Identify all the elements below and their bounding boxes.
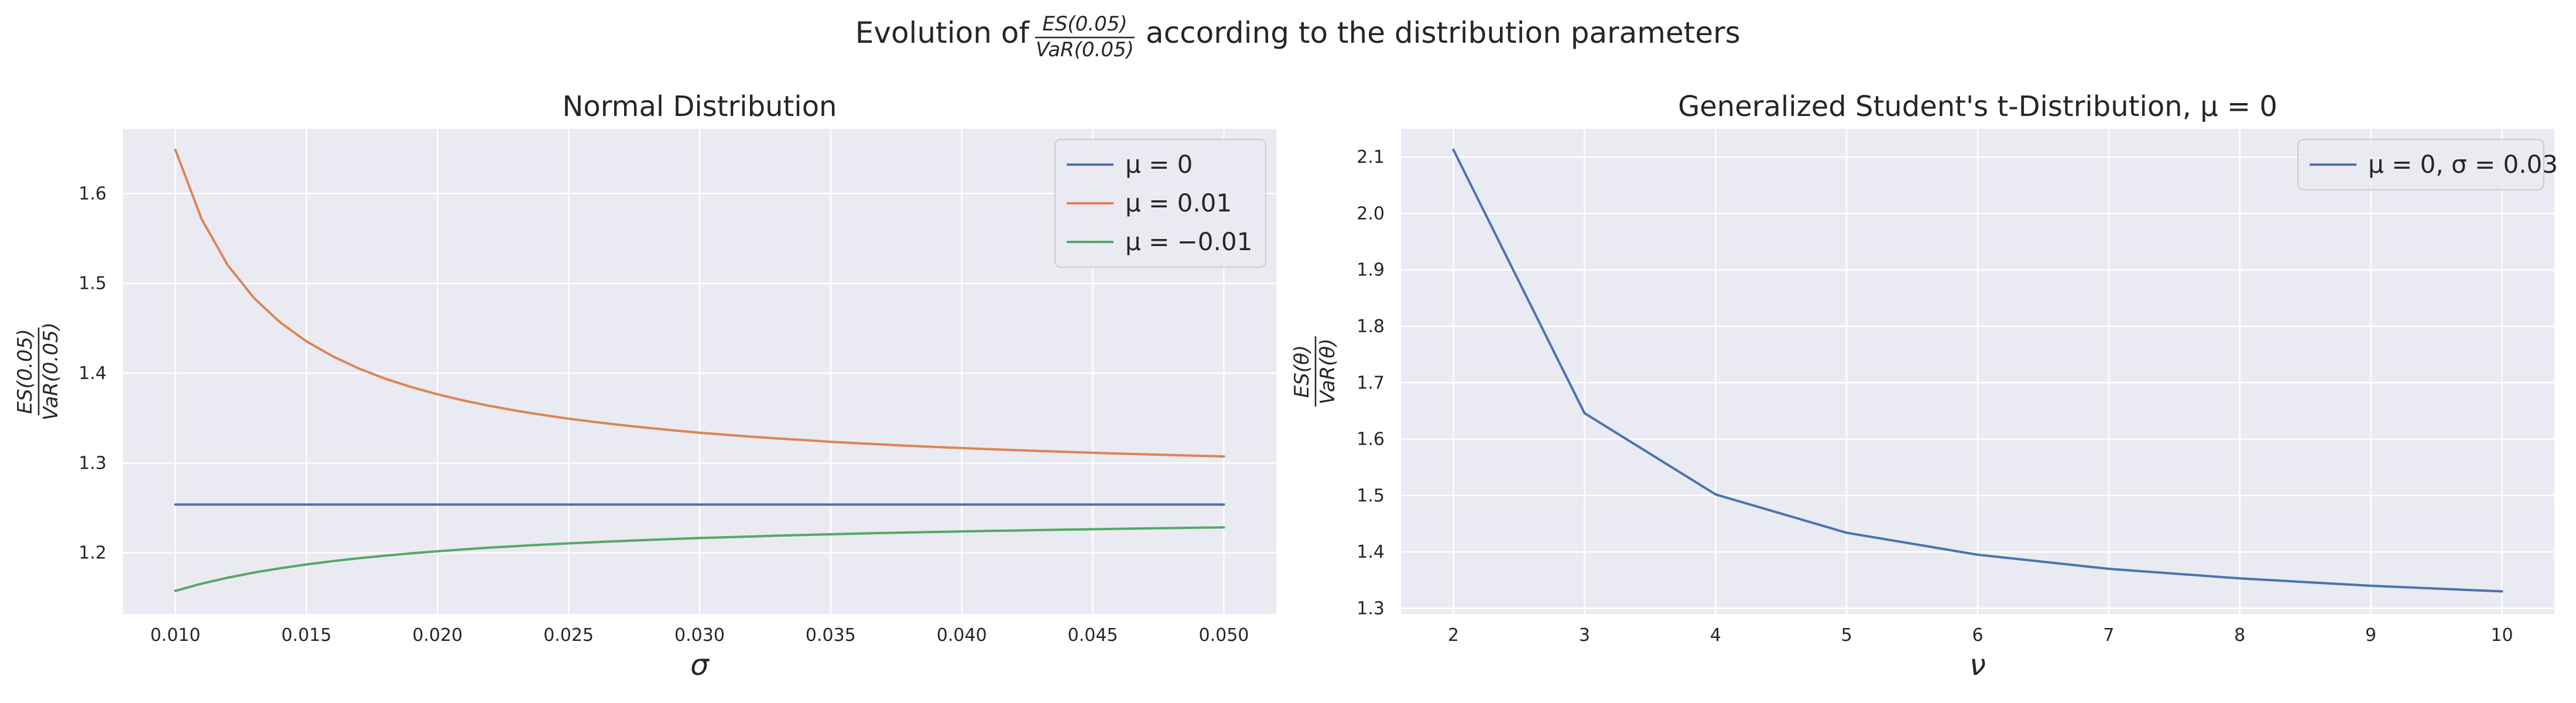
x-tick-label: 0.025 — [543, 625, 594, 646]
y-tick-label: 2.1 — [1356, 147, 1385, 168]
x-tick-labels: 2 3 4 5 6 7 8 9 10 — [1448, 625, 2513, 646]
gridlines — [1401, 129, 2554, 614]
y-tick-label: 1.4 — [78, 363, 107, 384]
x-tick-label: 0.010 — [150, 625, 201, 646]
y-tick-label: 1.5 — [1356, 486, 1385, 506]
normal-distribution-panel: 0.010 0.015 0.020 0.025 0.030 0.035 0.040 0.045… — [13, 90, 1276, 682]
x-tick-label: 9 — [2365, 625, 2376, 646]
x-tick-label: 0.020 — [412, 625, 463, 646]
student-t-distribution-panel: 2 3 4 5 6 7 8 9 10 1.3 1.4 1.5 1.6 1.7 1.8 1.9 2.0 2.1 G… — [1290, 90, 2558, 682]
x-tick-label: 5 — [1841, 625, 1852, 646]
legend-label: μ = 0.01 — [1125, 189, 1232, 217]
x-tick-label: 6 — [1972, 625, 1983, 646]
x-axis-label: ν — [1969, 648, 1986, 682]
x-tick-labels: 0.010 0.015 0.020 0.025 0.030 0.035 0.040 0.045… — [150, 625, 1249, 646]
legend-label: μ = −0.01 — [1125, 227, 1252, 256]
y-axis-label-denominator: VaR(0.05) — [39, 322, 63, 421]
series-line-1 — [174, 148, 1225, 458]
y-axis-label: ES(0.05) VaR(0.05) — [13, 322, 63, 421]
series-lines — [1452, 148, 2503, 593]
y-tick-label: 1.3 — [1356, 598, 1385, 619]
y-axis-label: ES(θ) VaR(θ) — [1290, 336, 1340, 407]
x-tick-label: 7 — [2103, 625, 2114, 646]
x-tick-label: 4 — [1710, 625, 1721, 646]
legend: μ = 0 μ = 0.01 μ = −0.01 — [1054, 139, 1266, 268]
suptitle-fraction-numerator: ES(0.05) — [1042, 12, 1127, 36]
series-lines — [174, 148, 1225, 592]
legend-label: μ = 0 — [1125, 150, 1193, 179]
y-tick-labels: 1.3 1.4 1.5 1.6 1.7 1.8 1.9 2.0 2.1 — [1356, 147, 1385, 619]
series-line-2 — [174, 526, 1225, 592]
suptitle-suffix: according to the distribution parameters — [1146, 16, 1741, 50]
x-tick-label: 8 — [2234, 625, 2245, 646]
x-tick-label: 3 — [1579, 625, 1590, 646]
suptitle-fraction-denominator: VaR(0.05) — [1036, 38, 1134, 62]
legend-frame — [2297, 139, 2544, 190]
y-tick-labels: 1.2 1.3 1.4 1.5 1.6 — [78, 183, 107, 563]
y-tick-label: 1.6 — [78, 183, 107, 204]
legend-frame — [1054, 139, 1266, 268]
y-axis-label-numerator: ES(θ) — [1290, 345, 1314, 398]
chart-title: Generalized Student's t-Distribution, μ … — [1678, 90, 2277, 123]
x-tick-label: 0.015 — [281, 625, 331, 646]
x-axis-label: σ — [690, 648, 710, 682]
suptitle-prefix: Evolution of — [855, 16, 1030, 50]
y-tick-label: 1.8 — [1356, 316, 1385, 337]
y-tick-label: 1.4 — [1356, 542, 1385, 562]
y-tick-label: 1.9 — [1356, 260, 1385, 281]
x-tick-label: 2 — [1448, 625, 1459, 646]
y-tick-label: 1.6 — [1356, 429, 1385, 450]
x-tick-label: 0.035 — [806, 625, 856, 646]
y-tick-label: 1.3 — [78, 453, 107, 473]
x-tick-label: 0.030 — [674, 625, 725, 646]
x-tick-label: 10 — [2491, 625, 2513, 646]
legend-label: μ = 0, σ = 0.03 — [2368, 150, 2558, 179]
x-tick-label: 0.045 — [1068, 625, 1118, 646]
x-tick-label: 0.040 — [937, 625, 987, 646]
y-tick-label: 1.2 — [78, 543, 107, 564]
y-axis-label-denominator: VaR(θ) — [1316, 339, 1340, 405]
y-axis-label-numerator: ES(0.05) — [13, 329, 37, 414]
x-tick-label: 0.050 — [1199, 625, 1249, 646]
legend: μ = 0, σ = 0.03 — [2297, 139, 2558, 190]
series-line-0 — [1452, 148, 2503, 593]
y-tick-label: 2.0 — [1356, 203, 1385, 224]
figure-suptitle: Evolution of ES(0.05) VaR(0.05) accordin… — [855, 12, 1741, 62]
y-tick-label: 1.5 — [78, 274, 107, 294]
chart-title: Normal Distribution — [563, 90, 837, 123]
y-tick-label: 1.7 — [1356, 373, 1385, 393]
